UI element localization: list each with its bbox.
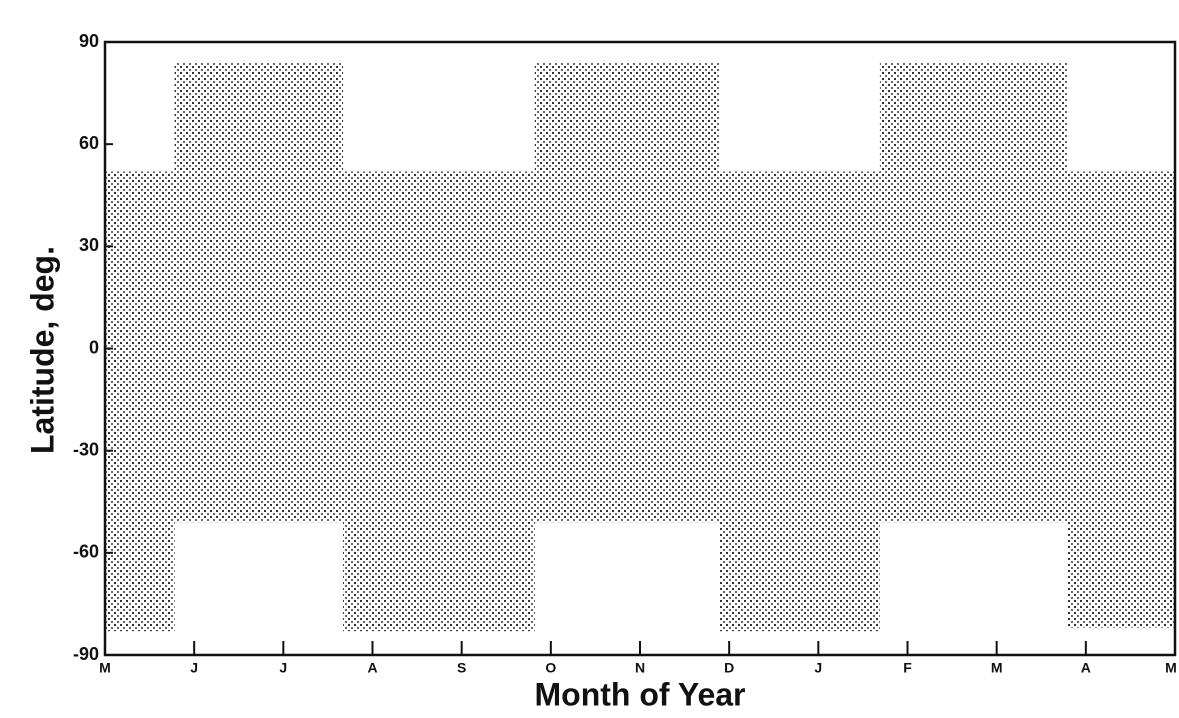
coverage-bar bbox=[1068, 171, 1175, 628]
x-tick-label: F bbox=[903, 660, 912, 676]
x-tick-label: S bbox=[457, 660, 466, 676]
y-tick-label: -90 bbox=[73, 644, 99, 664]
y-tick-label: 60 bbox=[79, 133, 99, 153]
x-axis-label: Month of Year bbox=[535, 676, 746, 712]
x-tick-label: J bbox=[190, 660, 198, 676]
y-tick-label: 30 bbox=[79, 235, 99, 255]
x-tick-label: A bbox=[367, 660, 377, 676]
x-tick-label: J bbox=[279, 660, 287, 676]
x-tick-label: N bbox=[635, 660, 645, 676]
x-tick-label: D bbox=[724, 660, 734, 676]
y-tick-label: 90 bbox=[79, 31, 99, 51]
x-tick-label: M bbox=[991, 660, 1003, 676]
y-tick-label: -30 bbox=[73, 439, 99, 459]
x-tick-label: M bbox=[1165, 660, 1177, 676]
coverage-bar bbox=[343, 171, 535, 632]
y-tick-label: 0 bbox=[89, 337, 99, 357]
x-tick-label: J bbox=[814, 660, 822, 676]
x-tick-label: O bbox=[545, 660, 556, 676]
x-tick-label: M bbox=[99, 660, 111, 676]
x-tick-label: A bbox=[1081, 660, 1091, 676]
coverage-bar bbox=[534, 62, 720, 523]
y-axis-label: Latitude, deg. bbox=[24, 246, 60, 454]
coverage-bar bbox=[719, 171, 880, 632]
y-tick-label: -60 bbox=[73, 542, 99, 562]
coverage-bar bbox=[174, 62, 344, 523]
coverage-bar bbox=[105, 171, 175, 632]
coverage-bar bbox=[879, 62, 1068, 523]
